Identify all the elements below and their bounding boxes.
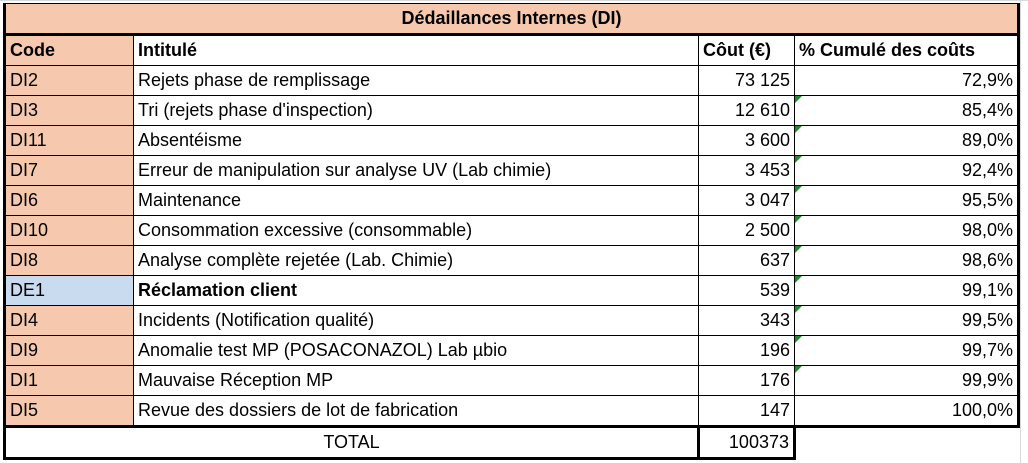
header-cumulative[interactable]: % Cumulé des coûts <box>793 34 1021 66</box>
code-cell[interactable]: DI10 <box>3 215 134 246</box>
cumulative-cell[interactable]: 92,4% <box>793 155 1021 186</box>
table-row: DI3 Tri (rejets phase d'inspection) 12 6… <box>3 95 1021 126</box>
title-row: Dédaillances Internes (DI) <box>2 3 1021 36</box>
label-cell[interactable]: Tri (rejets phase d'inspection) <box>133 95 699 126</box>
cumulative-cell[interactable]: 89,0% <box>793 125 1021 156</box>
cost-cell[interactable]: 196 <box>698 335 795 366</box>
label-cell[interactable]: Mauvaise Réception MP <box>133 365 699 396</box>
cumulative-cell[interactable]: 99,9% <box>793 365 1021 396</box>
code-cell[interactable]: DI9 <box>3 335 134 366</box>
cumulative-cell[interactable]: 100,0% <box>793 395 1021 428</box>
code-cell[interactable]: DI4 <box>3 305 134 336</box>
label-cell[interactable]: Réclamation client <box>133 275 699 306</box>
table-row: DI1 Mauvaise Réception MP 176 99,9% <box>3 365 1021 396</box>
cost-cell[interactable]: 73 125 <box>698 65 795 96</box>
code-cell[interactable]: DI11 <box>3 125 134 156</box>
label-cell[interactable]: Analyse complète rejetée (Lab. Chimie) <box>133 245 699 276</box>
code-cell[interactable]: DI1 <box>3 365 134 396</box>
cost-cell[interactable]: 12 610 <box>698 95 795 126</box>
cumulative-cell[interactable]: 85,4% <box>793 95 1021 126</box>
cumulative-cell[interactable]: 95,5% <box>793 185 1021 216</box>
header-label[interactable]: Intitulé <box>133 34 699 66</box>
table-row: DI7 Erreur de manipulation sur analyse U… <box>3 155 1021 186</box>
cost-cell[interactable]: 637 <box>698 245 795 276</box>
cost-cell[interactable]: 3 453 <box>698 155 795 186</box>
empty-cell[interactable] <box>792 426 1019 459</box>
code-cell[interactable]: DI3 <box>3 95 134 126</box>
table-row: DI4 Incidents (Notification qualité) 343… <box>3 305 1021 336</box>
cost-cell[interactable]: 176 <box>698 365 795 396</box>
cumulative-cell[interactable]: 99,1% <box>793 275 1021 306</box>
cost-cell[interactable]: 539 <box>698 275 795 306</box>
table-row: DI11 Absentéisme 3 600 89,0% <box>3 125 1021 156</box>
label-cell[interactable]: Absentéisme <box>133 125 699 156</box>
cumulative-cell[interactable]: 99,5% <box>793 305 1021 336</box>
gridline <box>1020 0 1021 463</box>
total-value[interactable]: 100373 <box>697 426 796 460</box>
header-row: Code Intitulé Côut (€) % Cumulé des coût… <box>3 34 1021 66</box>
code-cell[interactable]: DI5 <box>3 395 134 428</box>
gridline <box>0 0 1028 1</box>
cost-cell[interactable]: 343 <box>698 305 795 336</box>
code-cell[interactable]: DI2 <box>3 65 134 96</box>
cumulative-cell[interactable]: 98,0% <box>793 215 1021 246</box>
table-row: DI9 Anomalie test MP (POSACONAZOL) Lab µ… <box>3 335 1021 366</box>
code-cell[interactable]: DI8 <box>3 245 134 276</box>
label-cell[interactable]: Maintenance <box>133 185 699 216</box>
label-cell[interactable]: Rejets phase de remplissage <box>133 65 699 96</box>
table-row: DI2 Rejets phase de remplissage 73 125 7… <box>3 65 1021 96</box>
total-label[interactable]: TOTAL <box>3 426 699 460</box>
table-row: DE1 Réclamation client 539 99,1% <box>3 275 1021 306</box>
cumulative-cell[interactable]: 98,6% <box>793 245 1021 276</box>
cumulative-cell[interactable]: 99,7% <box>793 335 1021 366</box>
label-cell[interactable]: Anomalie test MP (POSACONAZOL) Lab µbio <box>133 335 699 366</box>
total-row: TOTAL 100373 <box>3 426 1019 460</box>
header-code[interactable]: Code <box>3 34 134 66</box>
header-cost[interactable]: Côut (€) <box>698 34 795 66</box>
table-row: DI6 Maintenance 3 047 95,5% <box>3 185 1021 216</box>
cost-cell[interactable]: 147 <box>698 395 795 428</box>
cost-cell[interactable]: 3 600 <box>698 125 795 156</box>
table-row: DI10 Consommation excessive (consommable… <box>3 215 1021 246</box>
label-cell[interactable]: Incidents (Notification qualité) <box>133 305 699 336</box>
table-title[interactable]: Dédaillances Internes (DI) <box>2 3 1021 36</box>
code-cell[interactable]: DI6 <box>3 185 134 216</box>
label-cell[interactable]: Erreur de manipulation sur analyse UV (L… <box>133 155 699 186</box>
cost-cell[interactable]: 3 047 <box>698 185 795 216</box>
label-cell[interactable]: Revue des dossiers de lot de fabrication <box>133 395 699 428</box>
cumulative-cell[interactable]: 72,9% <box>793 65 1021 96</box>
table-row: DI5 Revue des dossiers de lot de fabrica… <box>3 395 1021 428</box>
code-cell[interactable]: DI7 <box>3 155 134 186</box>
code-cell-selected[interactable]: DE1 <box>3 275 134 306</box>
cost-table: Dédaillances Internes (DI) Code Intitulé… <box>2 3 1021 460</box>
label-cell[interactable]: Consommation excessive (consommable) <box>133 215 699 246</box>
table-row: DI8 Analyse complète rejetée (Lab. Chimi… <box>3 245 1021 276</box>
cost-cell[interactable]: 2 500 <box>698 215 795 246</box>
